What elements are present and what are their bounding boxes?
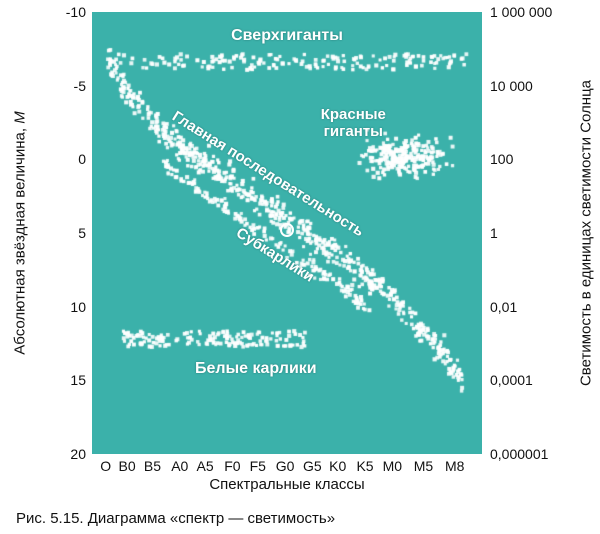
x-tick: A5 (197, 458, 214, 474)
x-tick: A0 (171, 458, 188, 474)
y-tick-left: 15 (70, 372, 86, 388)
axis-label-right: Светимость в единицах светимости Солнца (578, 80, 595, 386)
x-tick: M0 (383, 458, 402, 474)
y-tick-left: -5 (74, 78, 86, 94)
y-tick-left: 20 (70, 446, 86, 462)
x-tick: B0 (119, 458, 136, 474)
y-tick-right: 0,01 (490, 299, 517, 315)
x-tick: K0 (329, 458, 346, 474)
axis-label-left: Абсолютная звёздная величина, M (12, 111, 29, 354)
x-tick: G5 (303, 458, 322, 474)
y-tick-left: 5 (78, 225, 86, 241)
y-tick-left: 0 (78, 151, 86, 167)
x-tick: F0 (224, 458, 240, 474)
y-tick-right: 1 (490, 225, 498, 241)
y-tick-right: 100 (490, 151, 513, 167)
y-tick-right: 10 000 (490, 78, 533, 94)
x-tick: B5 (144, 458, 161, 474)
y-tick-left: 10 (70, 299, 86, 315)
y-tick-left: -10 (66, 4, 86, 20)
figure-caption: Рис. 5.15. Диаграмма «спектр — светимост… (16, 510, 335, 527)
x-tick: G0 (276, 458, 295, 474)
y-tick-right: 0,0001 (490, 372, 533, 388)
x-tick: F5 (250, 458, 266, 474)
axis-label-bottom: Спектральные классы (209, 476, 364, 493)
y-tick-right: 0,000001 (490, 446, 548, 462)
y-tick-right: 1 000 000 (490, 4, 552, 20)
x-tick: O (100, 458, 111, 474)
x-tick: M8 (445, 458, 464, 474)
x-tick: K5 (356, 458, 373, 474)
figure: Сверхгиганты Красныегиганты Главная посл… (0, 0, 600, 534)
x-tick: M5 (414, 458, 433, 474)
sun-marker (280, 223, 294, 237)
